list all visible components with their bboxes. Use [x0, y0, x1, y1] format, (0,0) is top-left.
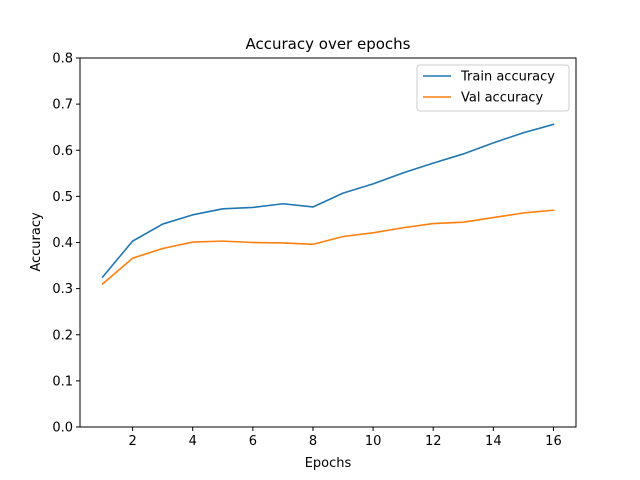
y-tick-label: 0.6: [52, 144, 73, 159]
series-line-train-accuracy: [101, 123, 555, 279]
x-tick-label: 2: [128, 434, 136, 449]
y-tick-label: 0.4: [52, 236, 73, 251]
y-tick-label: 0.1: [52, 374, 73, 389]
plot-area: 2 4 6 8 10 12 14 16 0.0 0.1 0.2 0.3 0.4 0.5 0.6 0.7 0.8: [52, 52, 577, 449]
y-tick-label: 0.8: [52, 52, 73, 67]
x-tick-label: 8: [309, 434, 317, 449]
y-tick-label: 0.2: [52, 328, 73, 343]
x-tick-label: 4: [189, 434, 197, 449]
chart-title: Accuracy over epochs: [246, 35, 411, 53]
x-tick-label: 14: [485, 434, 502, 449]
series-line-val-accuracy: [101, 209, 555, 286]
y-axis-ticks: 0.0 0.1 0.2 0.3 0.4 0.5 0.6 0.7 0.8: [52, 52, 80, 436]
legend-label: Train accuracy: [460, 70, 555, 85]
y-tick-label: 0.0: [52, 421, 73, 436]
x-axis-ticks: 2 4 6 8 10 12 14 16: [128, 427, 562, 449]
y-tick-label: 0.3: [52, 282, 73, 297]
y-axis-label: Accuracy: [29, 212, 44, 272]
x-tick-label: 16: [545, 434, 562, 449]
x-tick-label: 10: [365, 434, 382, 449]
legend: Train accuracy Val accuracy: [416, 64, 570, 112]
y-tick-label: 0.5: [52, 190, 73, 205]
x-tick-label: 6: [249, 434, 257, 449]
y-tick-label: 0.7: [52, 98, 73, 113]
legend-box: [416, 64, 570, 112]
x-tick-label: 12: [425, 434, 442, 449]
x-axis-label: Epochs: [305, 456, 352, 471]
series-layer: [101, 123, 555, 286]
legend-label: Val accuracy: [461, 91, 544, 106]
